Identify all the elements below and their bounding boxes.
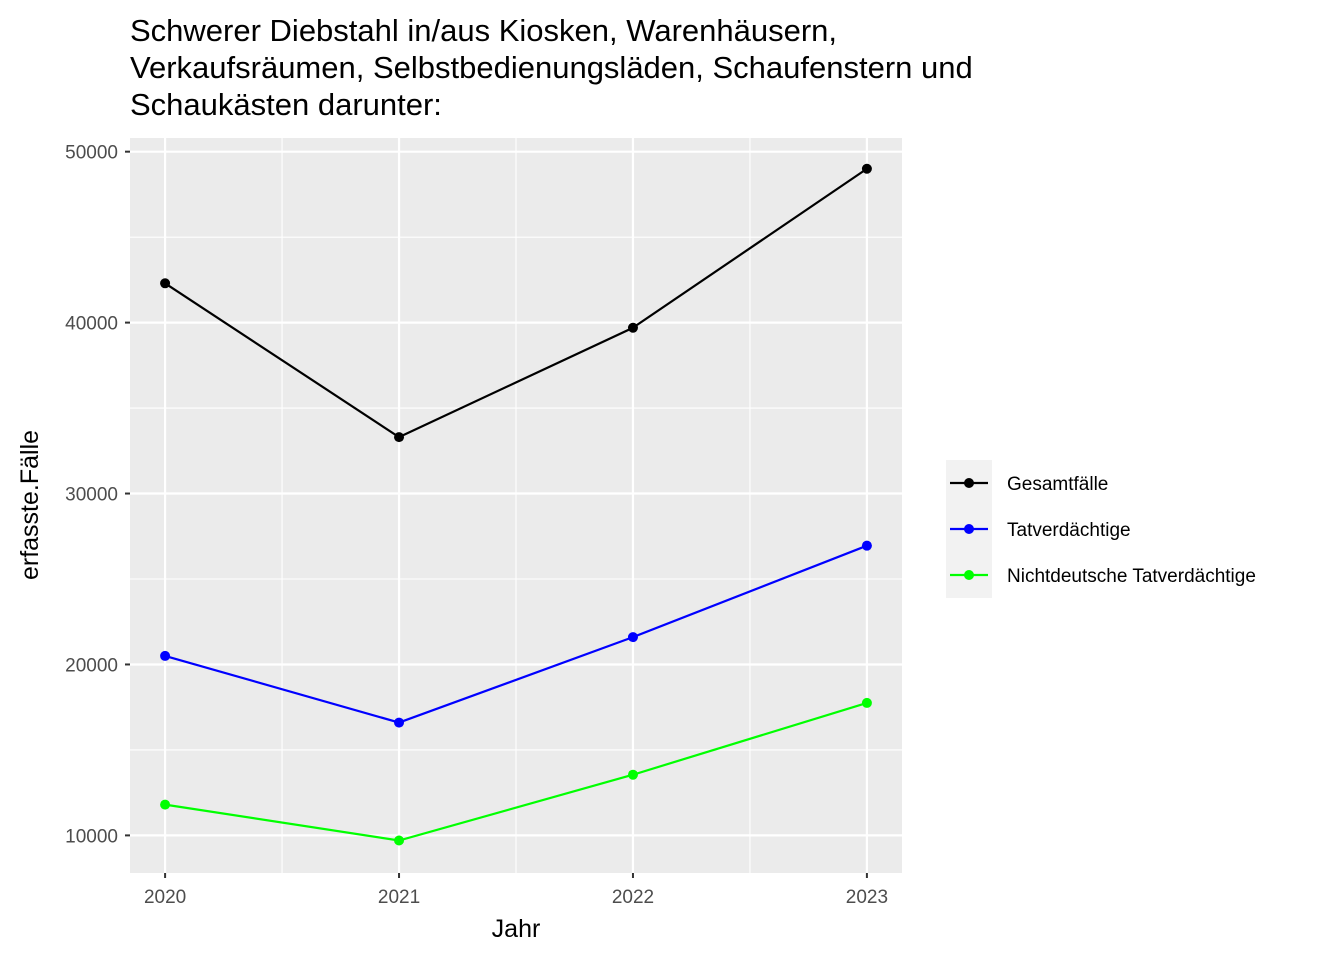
y-tick-label: 20000 [65, 655, 118, 676]
data-point [861, 540, 872, 551]
data-point [160, 650, 171, 661]
series-line-3 [164, 701, 868, 842]
chart-title: Schwerer Diebstahl in/aus Kiosken, Waren… [130, 13, 973, 122]
data-point [861, 163, 872, 174]
x-tick-label: 2020 [144, 887, 186, 908]
x-tick-label: 2022 [612, 887, 654, 908]
legend-label: Nichtdeutsche Tatverdächtige [1007, 566, 1256, 587]
legend-label: Tatverdächtige [1007, 520, 1131, 541]
data-series [160, 163, 872, 846]
series-line-1 [164, 167, 868, 439]
data-point [394, 717, 405, 728]
data-point [394, 432, 405, 443]
y-tick-label: 40000 [65, 314, 118, 335]
data-point [627, 769, 638, 780]
y-tick-label: 10000 [65, 826, 118, 847]
chart-title-line-1: Schwerer Diebstahl in/aus Kiosken, Waren… [130, 13, 837, 48]
x-tick-label: 2023 [846, 887, 888, 908]
y-axis-title: erfasste.Fälle [16, 430, 44, 580]
data-point [160, 799, 171, 810]
data-point [627, 632, 638, 643]
data-point [861, 697, 872, 708]
legend-key-point [964, 570, 974, 580]
x-axis-title: Jahr [492, 915, 541, 943]
legend-key-point [964, 478, 974, 488]
data-point [160, 278, 171, 289]
legend-key-point [964, 524, 974, 534]
legend-label: Gesamtfälle [1007, 474, 1108, 495]
x-tick-label: 2021 [378, 887, 420, 908]
y-tick-label: 30000 [65, 485, 118, 506]
chart-title-line-2: Verkaufsräumen, Selbstbedienungsläden, S… [130, 50, 973, 85]
data-point [394, 835, 405, 846]
legend: Gesamtfälle Tatverdächtige Nichtdeutsche T… [946, 460, 1256, 598]
data-point [627, 322, 638, 333]
chart-title-line-3: Schaukästen darunter: [130, 87, 442, 122]
y-tick-label: 50000 [65, 143, 118, 164]
series-line-2 [164, 544, 868, 724]
axes: 10000 20000 30000 40000 50000 2020 2021 2022 202… [65, 143, 888, 908]
grid-lines [130, 138, 902, 873]
